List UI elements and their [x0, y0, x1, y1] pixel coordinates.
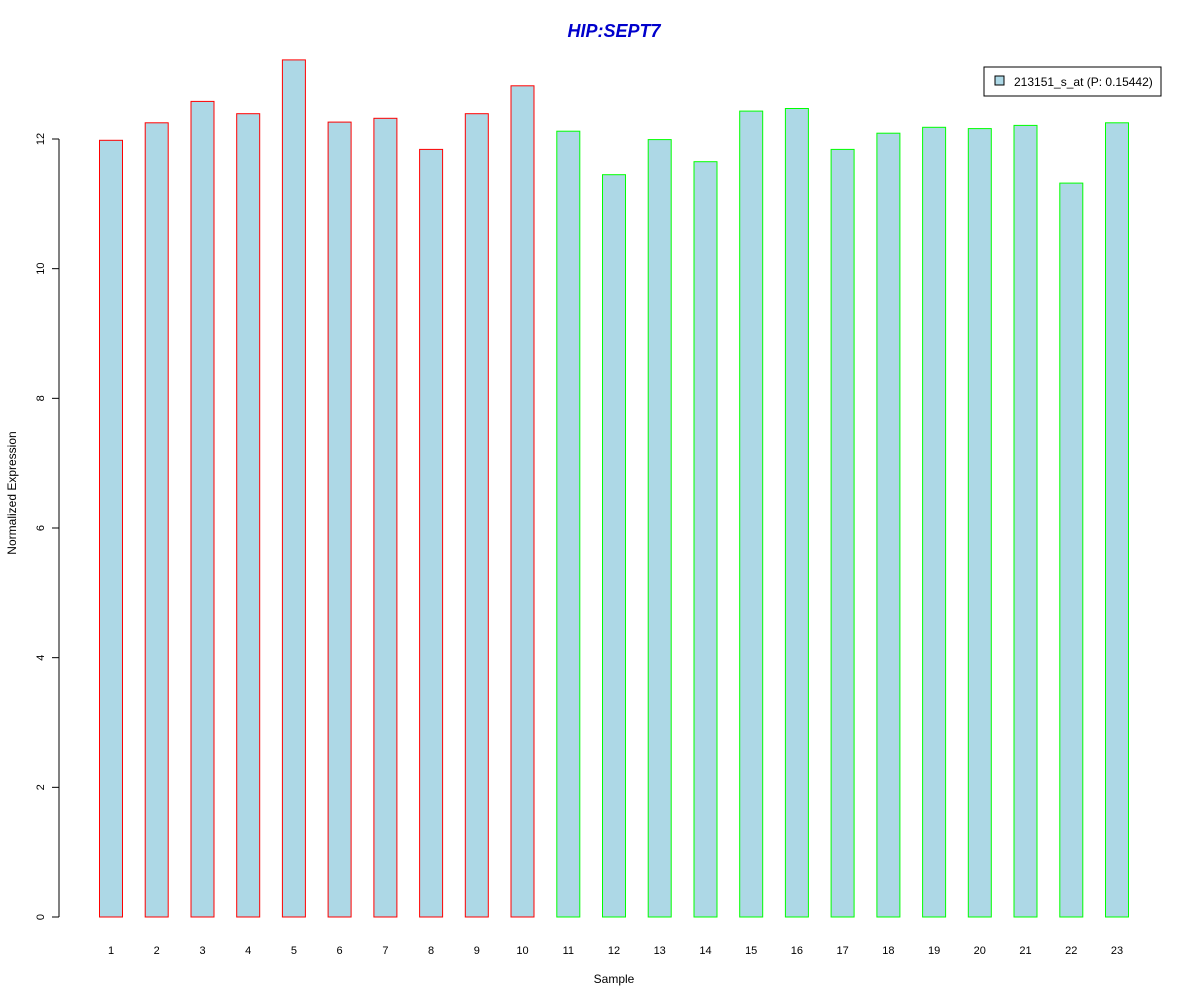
bar-sample-20 [967, 128, 992, 918]
x-tick-label: 14 [699, 945, 711, 957]
bar-sample-19 [922, 126, 947, 918]
x-tick-label: 22 [1065, 945, 1077, 957]
x-tick-label: 9 [474, 945, 480, 957]
x-tick-label: 4 [245, 945, 251, 957]
x-axis-title: Sample [594, 972, 635, 986]
legend-label: 213151_s_at (P: 0.15442) [1014, 75, 1153, 89]
x-tick-label: 15 [745, 945, 757, 957]
bars-group [99, 59, 1129, 918]
x-tick-label: 13 [654, 945, 666, 957]
bar-sample-3 [190, 100, 215, 918]
bar-sample-16 [784, 108, 809, 918]
y-tick-label: 4 [35, 655, 47, 661]
bar-sample-21 [1013, 124, 1038, 918]
bar-sample-2 [144, 122, 169, 918]
x-tick-label: 11 [563, 945, 574, 957]
bar-sample-18 [876, 132, 901, 918]
y-tick-label: 0 [35, 914, 47, 920]
x-tick-label: 8 [428, 945, 434, 957]
bar-sample-5 [281, 59, 306, 918]
bar-sample-13 [647, 139, 672, 918]
bar-sample-7 [373, 117, 398, 918]
y-tick-label: 2 [35, 784, 47, 790]
bar-sample-10 [510, 85, 535, 918]
bar-sample-14 [693, 161, 718, 918]
bar-sample-1 [99, 139, 123, 918]
y-axis: 0 2 4 6 8 10 12 [35, 133, 60, 920]
x-tick-label: 20 [974, 945, 986, 957]
y-tick-label: 6 [35, 525, 47, 531]
x-tick-label: 12 [608, 945, 620, 957]
bar-sample-12 [602, 174, 626, 918]
x-tick-label: 3 [199, 945, 205, 957]
x-tick-label: 2 [154, 945, 160, 957]
bar-sample-23 [1105, 122, 1129, 918]
x-tick-label: 10 [516, 945, 528, 957]
x-tick-label: 21 [1019, 945, 1031, 957]
x-tick-label: 5 [291, 945, 297, 957]
bar-sample-6 [327, 121, 352, 918]
bar-sample-8 [419, 148, 444, 918]
y-tick-label: 12 [35, 133, 47, 145]
x-tick-label: 7 [382, 945, 388, 957]
bar-sample-9 [464, 113, 489, 918]
bar-sample-11 [556, 130, 581, 918]
y-tick-label: 8 [35, 395, 47, 401]
bar-sample-4 [236, 113, 261, 918]
y-axis-title: Normalized Expression [5, 431, 19, 554]
x-tick-labels: 1 2 3 4 5 6 7 8 9 10 11 12 13 14 15 16 17 18 19 20 21 22 23 [108, 945, 1123, 957]
x-tick-label: 19 [928, 945, 940, 957]
x-tick-label: 16 [791, 945, 803, 957]
bar-sample-22 [1059, 182, 1084, 918]
x-tick-label: 17 [836, 945, 848, 957]
chart-title: HIP:SEPT7 [567, 21, 661, 41]
x-tick-label: 6 [337, 945, 343, 957]
bar-sample-17 [830, 148, 855, 918]
legend-swatch [994, 75, 1005, 86]
x-tick-label: 18 [882, 945, 894, 957]
bar-sample-15 [739, 110, 764, 918]
legend: 213151_s_at (P: 0.15442) [983, 66, 1162, 97]
x-tick-label: 23 [1111, 945, 1123, 957]
legend-box [983, 66, 1162, 97]
y-tick-label: 10 [35, 263, 47, 275]
x-tick-label: 1 [108, 945, 114, 957]
